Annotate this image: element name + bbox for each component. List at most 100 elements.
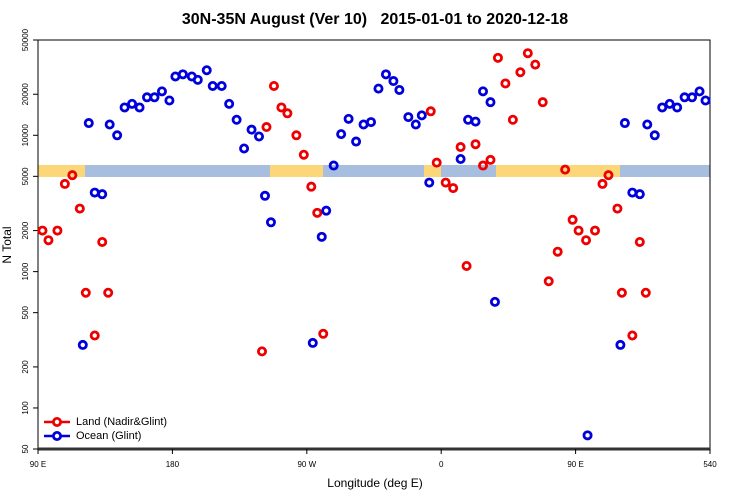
point	[37, 225, 48, 236]
point	[97, 189, 108, 200]
point	[318, 328, 329, 339]
point	[261, 122, 272, 133]
point	[89, 330, 100, 341]
point	[43, 235, 54, 246]
point	[470, 139, 481, 150]
point	[530, 59, 541, 70]
point	[103, 287, 114, 298]
point	[156, 86, 167, 97]
point	[52, 225, 63, 236]
point	[373, 83, 384, 94]
land-band	[424, 165, 441, 177]
point	[627, 187, 638, 198]
point	[328, 160, 339, 171]
point	[256, 346, 267, 357]
point	[597, 178, 608, 189]
point	[380, 69, 391, 80]
point	[231, 114, 242, 125]
legend-label: Ocean (Glint)	[76, 430, 141, 442]
point	[316, 231, 327, 242]
point	[470, 116, 481, 127]
point	[560, 164, 571, 175]
point	[642, 119, 653, 130]
point	[567, 214, 578, 225]
chart-title: 30N-35N August (Ver 10) 2015-01-01 to 20…	[182, 11, 568, 28]
point	[343, 113, 354, 124]
point	[312, 207, 323, 218]
point	[619, 118, 630, 129]
point	[448, 183, 459, 194]
point	[366, 117, 377, 128]
point	[216, 80, 227, 91]
point	[634, 189, 645, 200]
point	[582, 430, 593, 441]
point	[149, 92, 160, 103]
land-band	[270, 165, 323, 177]
y-tick-label: 20000	[21, 83, 30, 106]
point	[416, 110, 427, 121]
point	[112, 130, 123, 141]
point	[127, 98, 138, 109]
x-axis-title: Longitude (deg E)	[327, 476, 422, 490]
y-tick-label: 50	[21, 444, 30, 453]
point	[615, 339, 626, 350]
point	[207, 80, 218, 91]
point	[455, 142, 466, 153]
point	[321, 205, 332, 216]
point	[672, 102, 683, 113]
point	[80, 287, 91, 298]
point	[134, 102, 145, 113]
point	[201, 65, 212, 76]
point	[543, 276, 554, 287]
point	[89, 187, 100, 198]
x-tick-label: 180	[166, 460, 180, 469]
point	[192, 74, 203, 85]
point	[537, 97, 548, 108]
point	[77, 339, 88, 350]
point	[657, 102, 668, 113]
point	[254, 131, 265, 142]
point	[687, 92, 698, 103]
point	[164, 95, 175, 106]
x-tick-label: 90 E	[567, 460, 583, 469]
point	[478, 86, 489, 97]
point	[700, 95, 711, 106]
point	[478, 160, 489, 171]
point	[336, 129, 347, 140]
point	[298, 149, 309, 160]
legend-marker	[52, 416, 63, 427]
point	[616, 287, 627, 298]
y-tick-label: 1000	[21, 262, 30, 280]
point	[424, 177, 435, 188]
point	[431, 157, 442, 168]
y-tick-label: 500	[21, 305, 30, 319]
y-tick-label: 2000	[21, 221, 30, 239]
point	[455, 154, 466, 165]
point	[394, 84, 405, 95]
point	[74, 203, 85, 214]
point	[573, 225, 584, 236]
point	[276, 102, 287, 113]
point	[246, 124, 257, 135]
y-tick-label: 50000	[21, 28, 30, 51]
y-axis-title: N Total	[0, 226, 14, 263]
point	[306, 181, 317, 192]
y-tick-label: 10000	[21, 124, 30, 147]
legend-label: Land (Nadir&Glint)	[76, 416, 167, 428]
point	[581, 235, 592, 246]
point	[83, 118, 94, 129]
point	[522, 48, 533, 59]
point	[239, 143, 250, 154]
x-tick-label: 90 W	[297, 460, 316, 469]
point	[640, 287, 651, 298]
plot-frame	[37, 39, 711, 450]
point	[507, 114, 518, 125]
y-tick-label: 200	[21, 360, 30, 374]
land-band	[496, 165, 620, 177]
point	[388, 76, 399, 87]
point	[500, 78, 511, 89]
point	[265, 217, 276, 228]
point	[177, 69, 188, 80]
point	[282, 108, 293, 119]
